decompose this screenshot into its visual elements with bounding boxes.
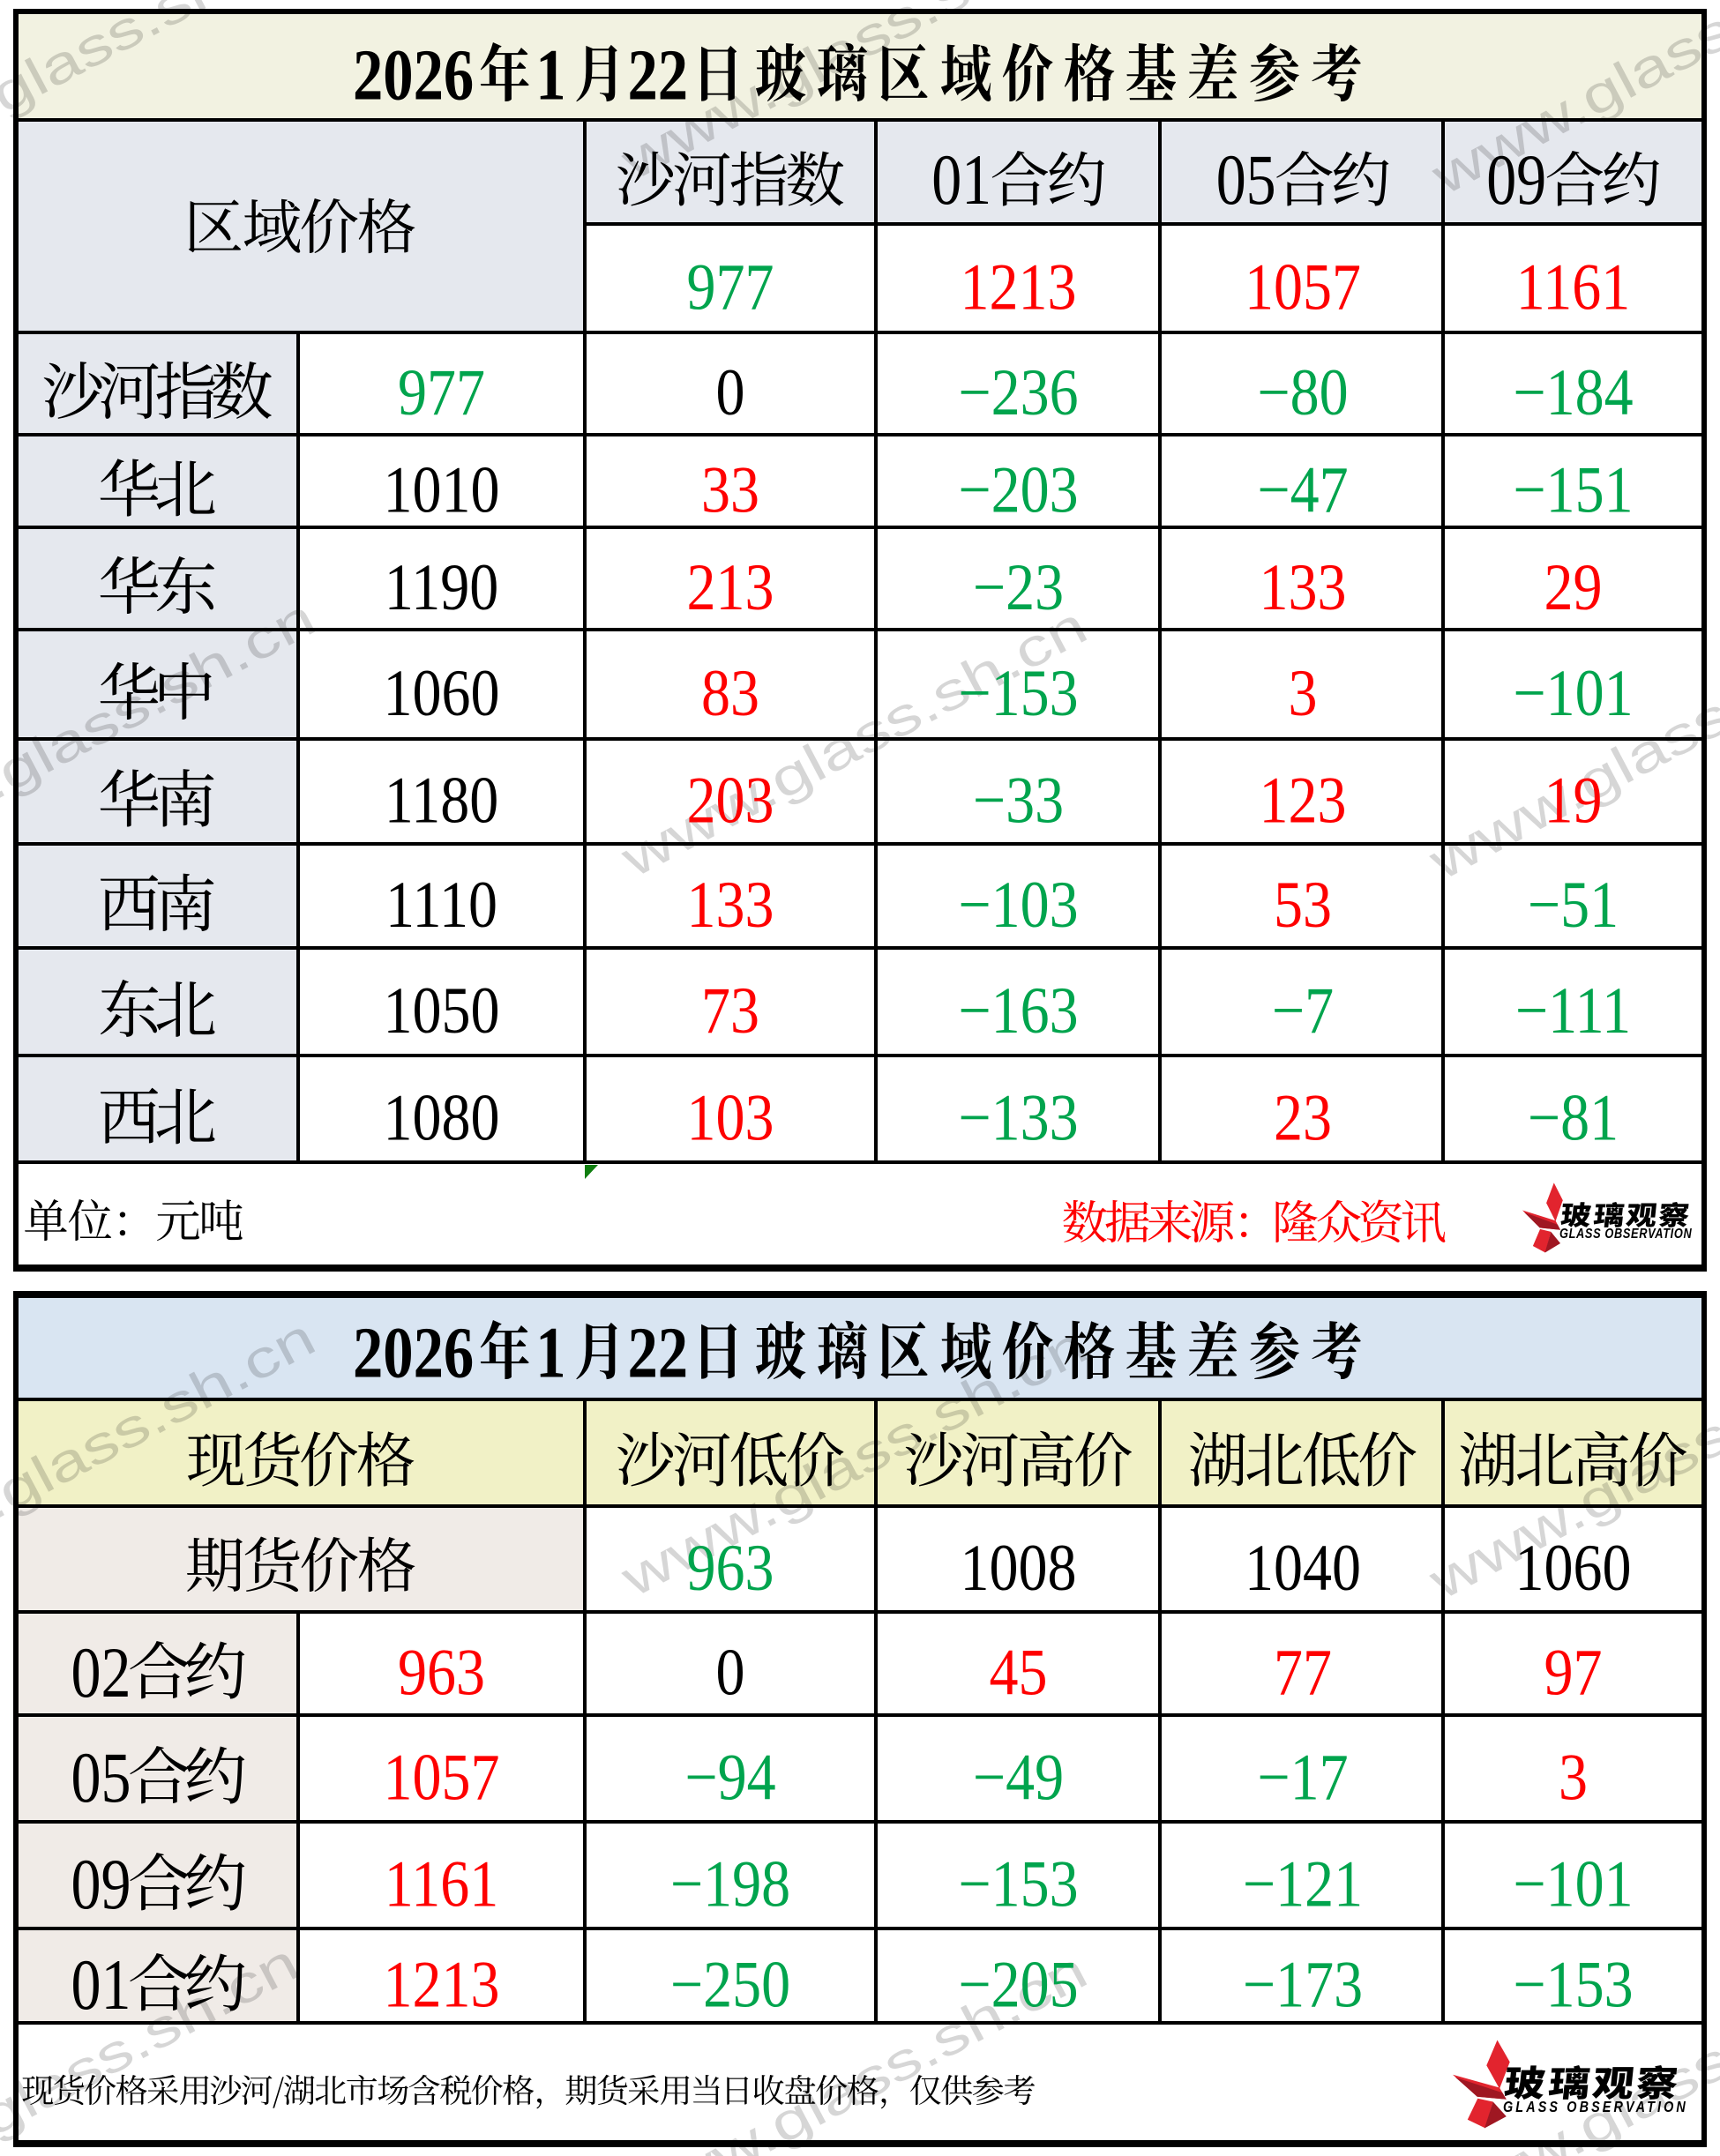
svg-text:09: 09 [1486,140,1546,220]
svg-text:1040: 1040 [1245,1532,1361,1605]
svg-text:1180: 1180 [385,764,499,837]
svg-text:1057: 1057 [384,1741,500,1814]
svg-text:45: 45 [990,1636,1048,1709]
svg-text:−101: −101 [1513,1847,1633,1921]
svg-text:1010: 1010 [384,453,500,526]
svg-text:2026: 2026 [353,1312,474,1393]
svg-text:1050: 1050 [384,974,500,1048]
svg-text:−49: −49 [973,1741,1064,1814]
svg-text:−17: −17 [1257,1741,1348,1814]
svg-text:01: 01 [71,1945,131,2025]
svg-text:−33: −33 [973,764,1064,837]
svg-text:1110: 1110 [385,869,497,942]
svg-text:133: 133 [687,869,774,942]
svg-text:−94: −94 [684,1741,775,1814]
svg-text:−23: −23 [973,551,1064,624]
svg-text:1161: 1161 [385,1847,499,1921]
svg-text:123: 123 [1260,764,1347,837]
svg-text:1: 1 [535,34,565,116]
svg-text:33: 33 [701,453,759,526]
svg-text:−153: −153 [958,657,1078,730]
svg-text:1213: 1213 [961,250,1077,324]
svg-text:−205: −205 [958,1948,1078,2021]
svg-text:1161: 1161 [1516,250,1631,324]
svg-text:213: 213 [687,551,774,624]
svg-text:−121: −121 [1243,1847,1363,1921]
svg-text:3: 3 [1559,1741,1588,1814]
svg-text:133: 133 [1260,551,1347,624]
svg-text:963: 963 [687,1532,774,1605]
svg-text:1213: 1213 [384,1948,500,2021]
svg-text:22: 22 [628,34,689,116]
svg-text:29: 29 [1544,551,1603,624]
svg-text:−153: −153 [958,1847,1078,1921]
svg-text:−198: −198 [670,1847,790,1921]
svg-text:−250: −250 [670,1948,790,2021]
svg-text:1: 1 [535,1312,565,1393]
svg-text:−111: −111 [1515,974,1631,1048]
svg-text:−236: −236 [958,356,1078,429]
svg-text:977: 977 [398,356,485,429]
svg-text:01: 01 [931,140,991,220]
svg-text:1060: 1060 [384,657,500,730]
svg-text:1080: 1080 [384,1081,500,1154]
svg-text:1057: 1057 [1245,250,1361,324]
svg-text:−7: −7 [1272,974,1334,1048]
svg-text:−103: −103 [958,869,1078,942]
svg-text:−101: −101 [1513,657,1633,730]
svg-text:−51: −51 [1528,869,1619,942]
svg-text:203: 203 [687,764,774,837]
svg-text:2026: 2026 [353,34,474,116]
svg-text:05: 05 [1216,140,1276,220]
svg-text:−203: −203 [958,453,1078,526]
svg-text:−173: −173 [1243,1948,1363,2021]
svg-text:3: 3 [1289,657,1318,730]
svg-text:977: 977 [687,250,774,324]
svg-text:−151: −151 [1513,453,1633,526]
svg-text:53: 53 [1274,869,1332,942]
svg-text:09: 09 [71,1845,131,1924]
svg-text:02: 02 [71,1633,131,1712]
svg-text:83: 83 [701,657,759,730]
svg-text:19: 19 [1544,764,1603,837]
svg-text:77: 77 [1274,1636,1332,1709]
svg-text:GLASS OBSERVATION: GLASS OBSERVATION [1503,2099,1688,2116]
svg-text:22: 22 [628,1312,689,1393]
svg-text:73: 73 [701,974,759,1048]
svg-text:−81: −81 [1528,1081,1619,1154]
svg-text:1060: 1060 [1515,1532,1632,1605]
svg-text:GLASS OBSERVATION: GLASS OBSERVATION [1559,1227,1692,1242]
svg-text:−153: −153 [1513,1948,1633,2021]
svg-text:963: 963 [398,1636,485,1709]
svg-text:1190: 1190 [385,551,499,624]
svg-text:−163: −163 [958,974,1078,1048]
svg-text:103: 103 [687,1081,774,1154]
svg-text:05: 05 [71,1738,131,1817]
svg-text:−80: −80 [1257,356,1348,429]
svg-text:0: 0 [716,356,745,429]
svg-text:0: 0 [716,1636,745,1709]
svg-text:1008: 1008 [961,1532,1077,1605]
svg-text:23: 23 [1274,1081,1332,1154]
svg-text:97: 97 [1544,1636,1603,1709]
svg-text:−47: −47 [1257,453,1348,526]
svg-text:−184: −184 [1513,356,1633,429]
svg-text:−133: −133 [958,1081,1078,1154]
